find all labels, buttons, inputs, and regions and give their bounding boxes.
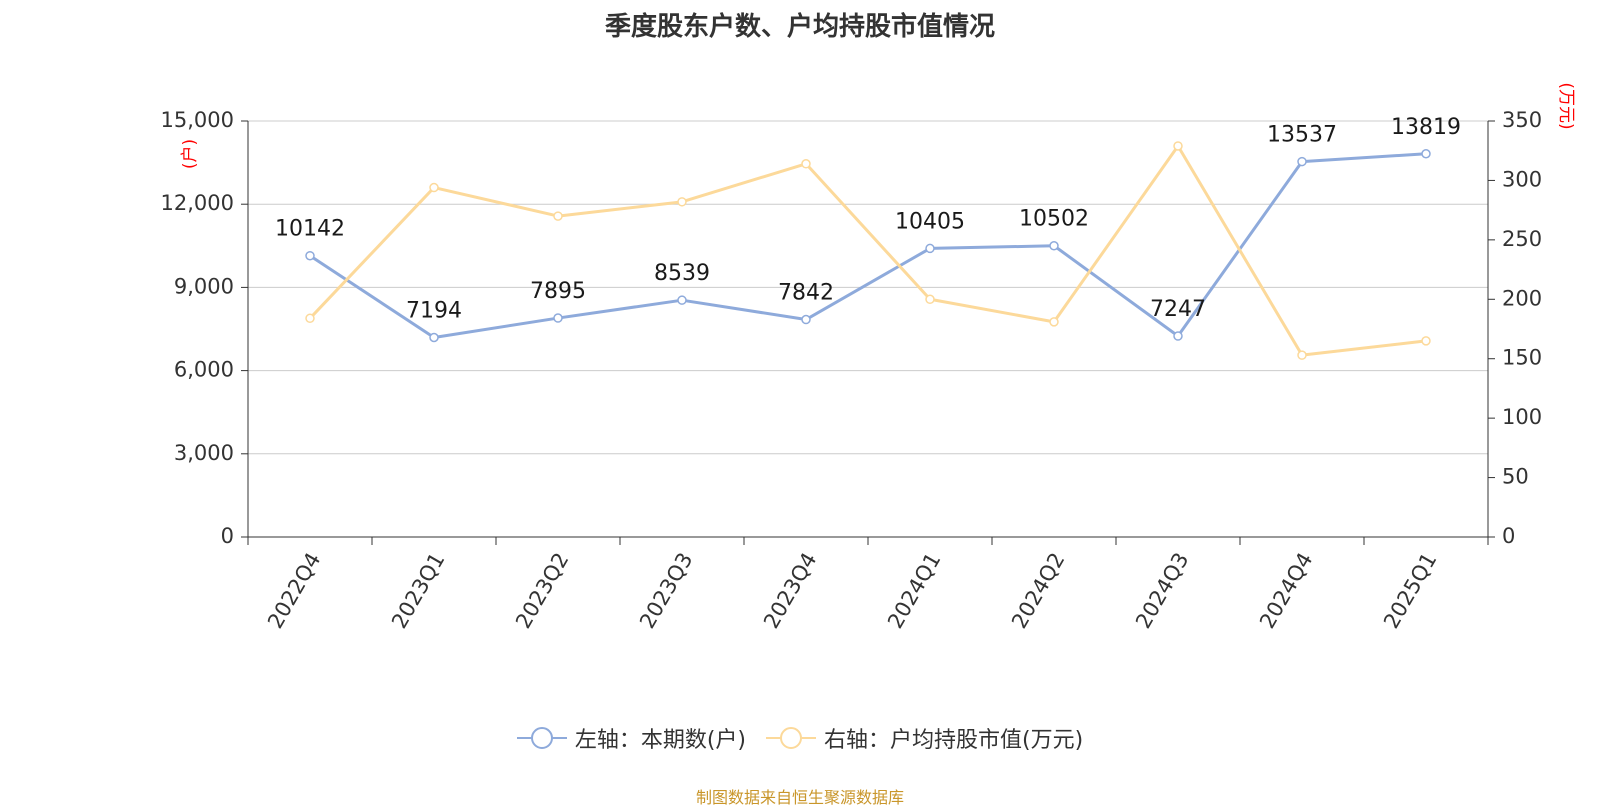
x-axis-tick-label: 2024Q3 <box>1131 549 1193 633</box>
series-1-point <box>801 159 811 169</box>
data-label: 7895 <box>530 279 586 304</box>
data-label: 10502 <box>1019 207 1089 232</box>
right-axis-tick-label: 0 <box>1502 524 1515 548</box>
data-label: 13537 <box>1267 123 1337 148</box>
x-axis-tick-label: 2022Q4 <box>263 549 325 633</box>
source-note: 制图数据来自恒生聚源数据库 <box>695 788 904 807</box>
data-label: 10405 <box>895 209 965 234</box>
series-0-point <box>1049 240 1059 251</box>
right-axis-tick-label: 50 <box>1502 465 1529 489</box>
chart-title: 季度股东户数、户均持股市值情况 <box>604 12 995 42</box>
series-line-0 <box>309 152 1427 339</box>
legend: 左轴：本期数(户) 右轴：户均持股市值(万元) <box>0 722 1600 754</box>
left-axis-tick-label: 12,000 <box>161 191 234 215</box>
series-1-point <box>1049 317 1059 327</box>
x-axis-tick-label: 2024Q4 <box>1255 549 1317 633</box>
right-axis-tick-label: 200 <box>1502 286 1542 310</box>
right-axis-tick-label: 250 <box>1502 227 1542 251</box>
left-axis-tick-label: 0 <box>221 524 234 548</box>
series-lines <box>305 141 1431 360</box>
series-0-point <box>1297 156 1307 167</box>
x-axis-tick-label: 2023Q4 <box>759 549 821 633</box>
left-axis-tick-label: 9,000 <box>174 274 234 298</box>
data-label: 10142 <box>275 217 345 242</box>
left-axis-unit-label: (户) <box>180 139 200 169</box>
series-0-point <box>305 250 315 261</box>
series-0-point <box>429 332 439 343</box>
series-0-point <box>1173 331 1183 341</box>
data-label: 7247 <box>1150 297 1206 322</box>
series-1-point <box>677 197 687 207</box>
legend-item-left-series[interactable]: 左轴：本期数(户) <box>516 722 746 754</box>
legend-label-right-series: 右轴：户均持股市值(万元) <box>824 728 1084 753</box>
data-label: 7842 <box>778 281 834 306</box>
data-label: 7194 <box>406 298 462 323</box>
legend-marker-blue-icon <box>516 727 567 749</box>
x-axis-tick-label: 2025Q1 <box>1379 549 1441 633</box>
series-1-point <box>1297 350 1307 360</box>
left-axis-tick-label: 6,000 <box>174 358 234 382</box>
legend-item-right-series[interactable]: 右轴：户均持股市值(万元) <box>766 722 1083 754</box>
left-axis-tick-label: 3,000 <box>174 441 234 465</box>
legend-marker-yellow-icon <box>766 727 816 749</box>
series-1-point <box>1421 336 1431 346</box>
data-labels: 10142 7194 7895 8539 7842 10405 10502 7247 13537… <box>275 115 1461 324</box>
right-axis-tick-label: 300 <box>1502 167 1542 191</box>
series-0-point <box>553 313 563 323</box>
x-axis-tick-label: 2023Q2 <box>511 549 573 633</box>
right-axis-tick-label: 350 <box>1502 108 1542 132</box>
data-label: 8539 <box>654 261 710 286</box>
series-line-1 <box>308 144 1427 357</box>
right-axis-unit-label: (万元) <box>1556 82 1576 129</box>
axes: 0 3,000 6,000 9,000 12,000 15,000 (户) 0 50 100 150… <box>161 82 1576 632</box>
legend-label-left-series: 左轴：本期数(户) <box>574 728 746 753</box>
series-0-point <box>677 295 687 305</box>
left-axis-tick-label: 15,000 <box>161 108 234 132</box>
series-1-point <box>429 182 439 193</box>
x-axis-tick-label: 2024Q1 <box>883 549 945 633</box>
x-axis-tick-label: 2023Q3 <box>635 549 697 633</box>
series-0-point <box>925 243 935 254</box>
series-1-point <box>1173 141 1183 151</box>
series-1-point <box>305 313 315 324</box>
right-axis-tick-label: 150 <box>1502 346 1542 370</box>
data-label: 13819 <box>1391 115 1461 140</box>
right-axis-tick-label: 100 <box>1502 405 1542 429</box>
series-0-point <box>1421 149 1431 159</box>
series-1-point <box>553 211 563 221</box>
series-0-point <box>801 314 811 325</box>
series-1-point <box>925 294 935 305</box>
x-axis-tick-label: 2024Q2 <box>1007 549 1069 633</box>
grid-lines <box>248 120 1488 455</box>
x-axis-tick-label: 2023Q1 <box>387 549 449 633</box>
